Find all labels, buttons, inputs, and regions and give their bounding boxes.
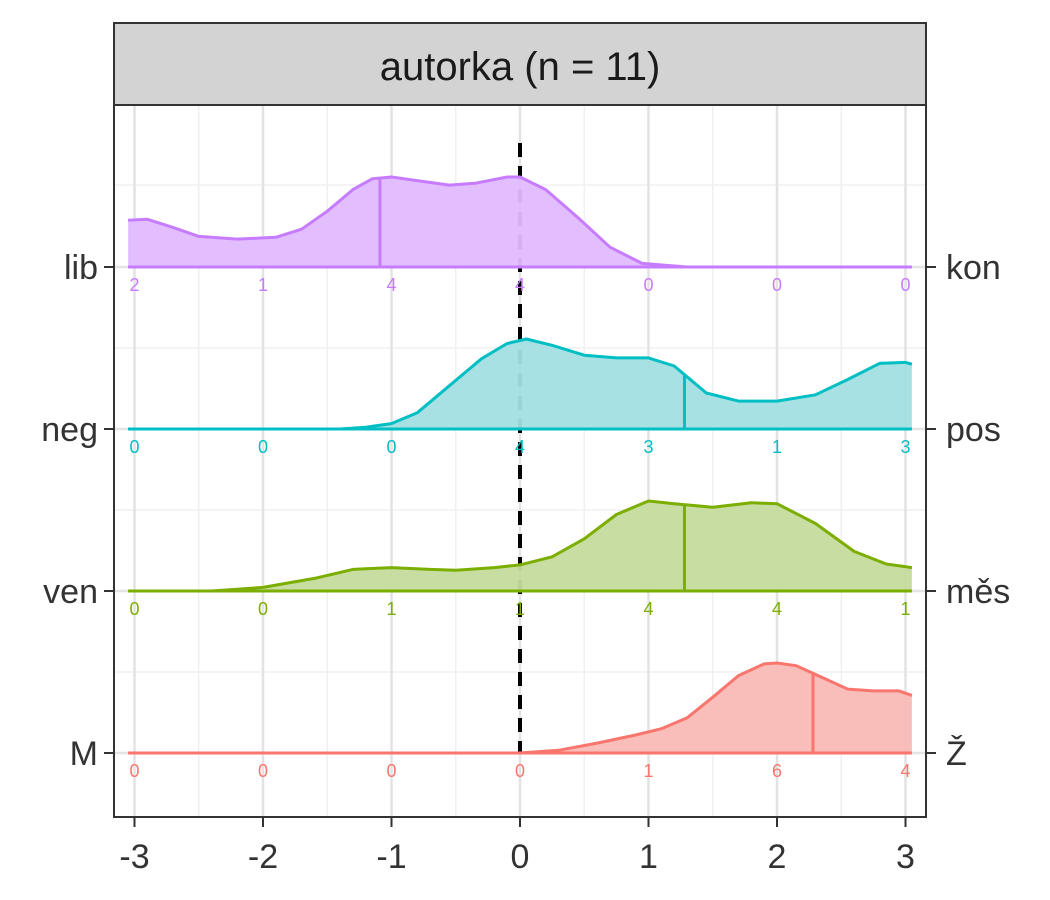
left-axis-label: ven	[43, 573, 98, 611]
left-axis-label: neg	[41, 411, 98, 449]
count-label: 1	[386, 599, 396, 619]
count-label: 4	[643, 599, 653, 619]
count-label: 6	[772, 761, 782, 781]
right-axis-label: kon	[946, 249, 1001, 287]
density-line	[128, 499, 913, 593]
ridge-neg-pos: 0 0 0 4 3 1 3	[128, 337, 913, 457]
facet-title: autorka (n = 11)	[380, 45, 661, 89]
count-label: 0	[258, 437, 268, 457]
right-axis-label: měs	[946, 573, 1010, 611]
count-label: 0	[129, 761, 139, 781]
count-label: 3	[900, 437, 910, 457]
count-label: 0	[643, 275, 653, 295]
count-label: 4	[772, 599, 782, 619]
left-axis-label: M	[70, 735, 98, 773]
ridge-layer: 2 1 4 4 0 0 0 0 0 0 4 3 1 3 0 0 1 1 4 4 1 0 0 0 0 1 6 4	[128, 175, 913, 781]
density-area	[128, 177, 912, 267]
count-label: 0	[900, 275, 910, 295]
count-label: 0	[772, 275, 782, 295]
density-line	[128, 337, 913, 431]
density-line	[128, 175, 912, 269]
ridge-lib-kon: 2 1 4 4 0 0 0	[128, 175, 912, 295]
density-line	[128, 661, 913, 755]
count-label: 1	[515, 599, 525, 619]
ridge-M-Ž: 0 0 0 0 1 6 4	[128, 661, 913, 781]
count-label: 0	[258, 761, 268, 781]
count-label: 1	[258, 275, 268, 295]
count-label: 0	[129, 599, 139, 619]
count-label: 3	[643, 437, 653, 457]
count-label: 4	[515, 275, 525, 295]
x-tick-label: -3	[119, 838, 149, 876]
right-axis-label: pos	[946, 411, 1001, 449]
ridge-ven-měs: 0 0 1 1 4 4 1	[128, 499, 913, 619]
count-label: 0	[515, 761, 525, 781]
left-axis-label: lib	[64, 249, 98, 287]
count-label: 4	[515, 437, 525, 457]
count-label: 0	[129, 437, 139, 457]
x-tick-label: -1	[376, 838, 406, 876]
axis-layer: -3 -2 -1 0 1 2 3 lib kon neg pos ven měs M Ž	[41, 249, 1010, 876]
count-label: 1	[643, 761, 653, 781]
density-area	[128, 663, 912, 753]
density-area	[128, 501, 912, 591]
x-tick-label: 0	[511, 838, 530, 876]
x-tick-label: 3	[896, 838, 915, 876]
x-tick-label: 2	[768, 838, 787, 876]
count-label: 0	[258, 599, 268, 619]
density-area	[128, 339, 912, 429]
count-label: 4	[386, 275, 396, 295]
count-label: 1	[900, 599, 910, 619]
x-tick-label: -2	[248, 838, 278, 876]
x-tick-label: 1	[639, 838, 658, 876]
count-label: 1	[772, 437, 782, 457]
facet-strip	[113, 22, 927, 106]
count-label: 4	[900, 761, 910, 781]
count-label: 0	[386, 761, 396, 781]
count-label: 0	[386, 437, 396, 457]
right-axis-label: Ž	[946, 735, 967, 773]
count-label: 2	[129, 275, 139, 295]
